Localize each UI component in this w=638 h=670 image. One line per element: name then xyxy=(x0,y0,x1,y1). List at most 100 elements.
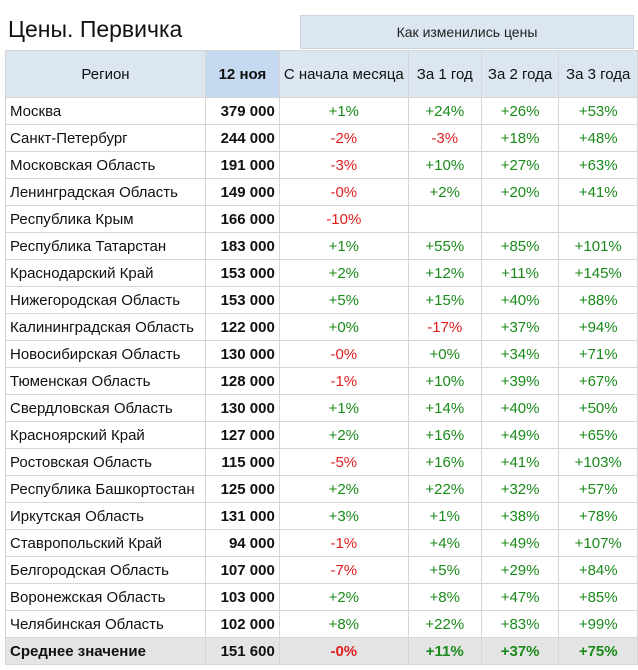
table-row: Ленинградская Область 149 000 -0% +2% +20% +4… xyxy=(4,178,638,206)
change-cell: +41% xyxy=(480,448,560,476)
group-header: Как изменились цены xyxy=(300,15,634,49)
change-cell: +88% xyxy=(558,286,638,314)
table-row: Республика Татарстан 183 000 +1% +55% +85% +1… xyxy=(4,232,638,260)
table-row: Новосибирская Область 130 000 -0% +0% +34% +7… xyxy=(4,340,638,368)
change-cell: +20% xyxy=(480,178,560,206)
change-cell: +84% xyxy=(558,556,638,584)
region-cell: Красноярский Край xyxy=(4,421,207,449)
region-cell: Ростовская Область xyxy=(4,448,207,476)
table-row: Ростовская Область 115 000 -5% +16% +41% +103… xyxy=(4,448,638,476)
change-cell xyxy=(558,205,638,233)
column-header: С начала месяца xyxy=(278,50,409,98)
price-cell: 379 000 xyxy=(205,97,280,125)
region-cell: Белгородская Область xyxy=(4,556,207,584)
change-cell xyxy=(407,205,482,233)
change-cell: -0% xyxy=(278,637,409,665)
change-cell: +85% xyxy=(480,232,560,260)
table-row: Краснодарский Край 153 000 +2% +12% +11% +145… xyxy=(4,259,638,287)
change-cell: +1% xyxy=(278,232,409,260)
change-cell: +38% xyxy=(480,502,560,530)
price-cell: 153 000 xyxy=(205,259,280,287)
change-cell: +29% xyxy=(480,556,560,584)
change-cell: -0% xyxy=(278,178,409,206)
change-cell: +2% xyxy=(278,475,409,503)
change-cell: +1% xyxy=(407,502,482,530)
change-cell: +5% xyxy=(407,556,482,584)
change-cell: +47% xyxy=(480,583,560,611)
table-row: Свердловская Область 130 000 +1% +14% +40% +5… xyxy=(4,394,638,422)
table-row: Москва 379 000 +1% +24% +26% +53% xyxy=(4,97,638,125)
table-row: Калининградская Область 122 000 +0% -17% +37… xyxy=(4,313,638,341)
title: Цены. Первичка xyxy=(8,16,183,42)
change-cell: +49% xyxy=(480,529,560,557)
change-cell: -2% xyxy=(278,124,409,152)
table-row: Республика Башкортостан 125 000 +2% +22% +32… xyxy=(4,475,638,503)
price-cell: 115 000 xyxy=(205,448,280,476)
change-cell: -7% xyxy=(278,556,409,584)
change-cell: +10% xyxy=(407,151,482,179)
price-cell: 149 000 xyxy=(205,178,280,206)
price-cell: 166 000 xyxy=(205,205,280,233)
change-cell: +2% xyxy=(278,421,409,449)
price-cell: 131 000 xyxy=(205,502,280,530)
price-cell: 94 000 xyxy=(205,529,280,557)
region-cell: Челябинская Область xyxy=(4,610,207,638)
table-row: Нижегородская Область 153 000 +5% +15% +40% +… xyxy=(4,286,638,314)
change-cell: +27% xyxy=(480,151,560,179)
price-table: Регион 12 ноя С начала месяца За 1 год За 2 … xyxy=(4,50,638,665)
table-row: Воронежская Область 103 000 +2% +8% +47% +85% xyxy=(4,583,638,611)
region-cell: Тюменская Область xyxy=(4,367,207,395)
region-cell: Ленинградская Область xyxy=(4,178,207,206)
change-cell: +107% xyxy=(558,529,638,557)
change-cell: +10% xyxy=(407,367,482,395)
change-cell: +14% xyxy=(407,394,482,422)
change-cell: +3% xyxy=(278,502,409,530)
change-cell: +85% xyxy=(558,583,638,611)
change-cell: -0% xyxy=(278,340,409,368)
price-cell: 151 600 xyxy=(205,637,280,665)
change-cell: +0% xyxy=(278,313,409,341)
change-cell: +2% xyxy=(278,583,409,611)
table-row: Белгородская Область 107 000 -7% +5% +29% +84… xyxy=(4,556,638,584)
change-cell: +48% xyxy=(558,124,638,152)
change-cell: +37% xyxy=(480,637,560,665)
change-cell: +22% xyxy=(407,610,482,638)
table-row: Республика Крым 166 000 -10% xyxy=(4,205,638,233)
change-cell: +83% xyxy=(480,610,560,638)
change-cell: +11% xyxy=(480,259,560,287)
change-cell: +1% xyxy=(278,394,409,422)
region-cell: Среднее значение xyxy=(4,637,207,665)
column-header: За 2 года xyxy=(480,50,560,98)
change-cell: +8% xyxy=(278,610,409,638)
change-cell: +67% xyxy=(558,367,638,395)
column-header: За 3 года xyxy=(558,50,638,98)
table-row: Санкт-Петербург 244 000 -2% -3% +18% +48% xyxy=(4,124,638,152)
change-cell: +26% xyxy=(480,97,560,125)
column-header: За 1 год xyxy=(407,50,482,98)
change-cell: +50% xyxy=(558,394,638,422)
change-cell: +145% xyxy=(558,259,638,287)
table-row: Ставропольский Край 94 000 -1% +4% +49% +107% xyxy=(4,529,638,557)
change-cell: -3% xyxy=(407,124,482,152)
price-cell: 130 000 xyxy=(205,340,280,368)
change-cell: +4% xyxy=(407,529,482,557)
region-cell: Краснодарский Край xyxy=(4,259,207,287)
price-cell: 127 000 xyxy=(205,421,280,449)
price-cell: 183 000 xyxy=(205,232,280,260)
change-cell: +53% xyxy=(558,97,638,125)
change-cell: +8% xyxy=(407,583,482,611)
change-cell: +55% xyxy=(407,232,482,260)
region-cell: Ставропольский Край xyxy=(4,529,207,557)
change-cell: +71% xyxy=(558,340,638,368)
change-cell: -17% xyxy=(407,313,482,341)
price-cell: 128 000 xyxy=(205,367,280,395)
change-cell: +22% xyxy=(407,475,482,503)
change-cell: +40% xyxy=(480,286,560,314)
price-cell: 122 000 xyxy=(205,313,280,341)
change-cell: +2% xyxy=(278,259,409,287)
table-row: Иркутская Область 131 000 +3% +1% +38% +78% xyxy=(4,502,638,530)
region-cell: Новосибирская Область xyxy=(4,340,207,368)
change-cell: +78% xyxy=(558,502,638,530)
price-cell: 107 000 xyxy=(205,556,280,584)
change-cell xyxy=(480,205,560,233)
